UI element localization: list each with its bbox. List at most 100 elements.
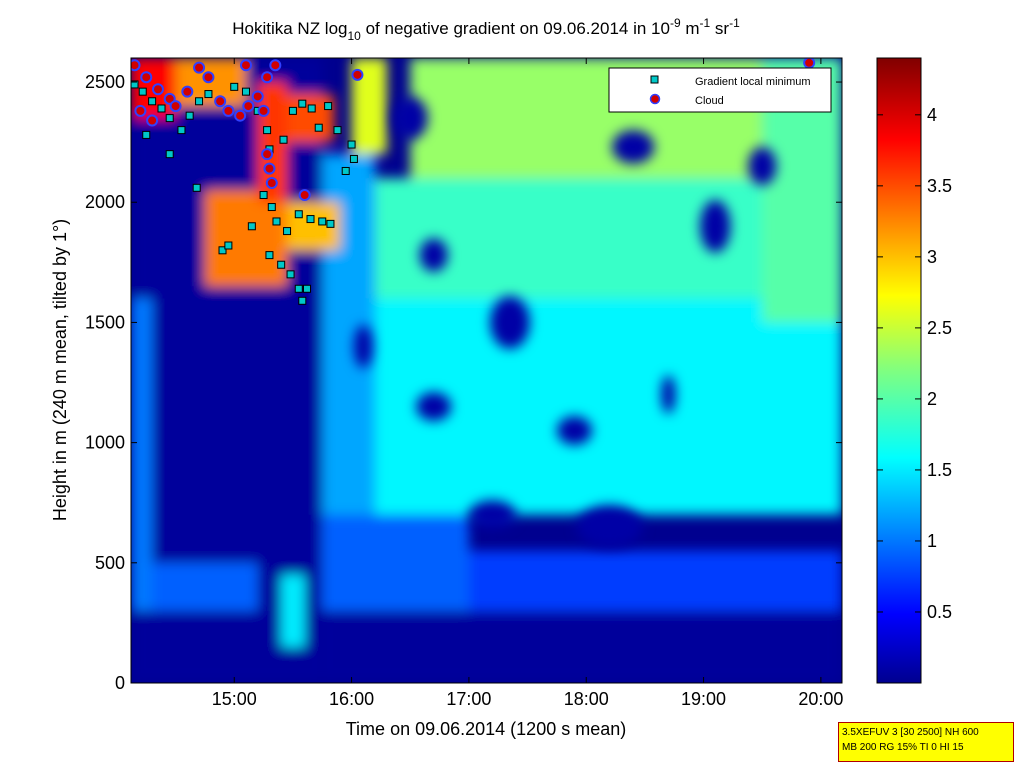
cloud-marker <box>134 104 147 117</box>
info-box: 3.5XEFUV 3 [30 2500] NH 600 MB 200 RG 15… <box>838 722 1014 762</box>
gradient-minimum-marker <box>230 82 239 91</box>
x-tick-label: 17:00 <box>446 689 491 709</box>
gradient-minimum-marker <box>306 215 315 224</box>
cloud-marker <box>234 109 247 122</box>
heatmap-low-patch <box>576 505 643 549</box>
gradient-minimum-marker <box>204 90 213 99</box>
x-axis-ticks: 15:00 16:00 17:00 18:00 19:00 20:00 <box>212 58 843 709</box>
gradient-minimum-marker <box>165 150 174 159</box>
heatmap-cell <box>468 550 842 611</box>
x-tick-label: 19:00 <box>681 689 726 709</box>
gradient-minimum-marker <box>177 126 186 135</box>
heatmap-low-patch <box>468 500 516 530</box>
colorbar <box>876 57 922 684</box>
gradient-minimum-marker <box>341 166 350 175</box>
legend-cloud-marker <box>649 93 661 105</box>
gradient-minimum-marker <box>286 270 295 279</box>
gradient-minimum-marker <box>302 284 311 293</box>
gradient-minimum-marker <box>326 219 335 228</box>
cloud-marker <box>140 71 153 84</box>
cloud-marker <box>242 100 255 113</box>
gradient-minimum-marker <box>138 87 147 96</box>
x-axis-label: Time on 09.06.2014 (1200 s mean) <box>346 719 627 739</box>
heatmap-low-patch <box>419 238 448 272</box>
cloud-marker <box>261 71 274 84</box>
cloud-marker <box>239 59 252 72</box>
x-tick-label: 16:00 <box>329 689 374 709</box>
cloud-marker <box>193 61 206 74</box>
gradient-minimum-marker <box>157 104 166 113</box>
gradient-minimum-marker <box>307 104 316 113</box>
y-tick-label: 1500 <box>85 312 125 332</box>
heatmap-cell <box>131 298 153 611</box>
heatmap-low-patch <box>490 295 530 349</box>
gradient-minimum-marker <box>277 260 286 269</box>
legend-cloud-label: Cloud <box>695 95 724 107</box>
heatmap-low-patch <box>416 392 452 421</box>
gradient-minimum-marker <box>294 284 303 293</box>
colorbar-tick-label: 1 <box>927 531 937 551</box>
legend-min-marker <box>650 75 659 84</box>
cloud-marker <box>131 59 141 72</box>
cloud-marker <box>261 148 274 161</box>
y-axis-ticks: 0 500 1000 1500 2000 2500 <box>85 72 842 693</box>
heatmap-low-patch <box>748 146 777 186</box>
cloud-marker <box>169 100 182 113</box>
gradient-minimum-marker <box>265 251 274 260</box>
legend: Gradient local minimum Cloud <box>608 67 832 113</box>
colorbar-tick-label: 1.5 <box>927 460 952 480</box>
heatmap-low-patches <box>353 96 777 549</box>
legend-box <box>608 67 832 113</box>
heatmap-cell <box>152 562 258 611</box>
cloud-marker <box>265 177 278 189</box>
cloud-marker <box>222 104 235 117</box>
heatmap-low-patch <box>612 130 655 164</box>
y-tick-label: 1000 <box>85 433 125 453</box>
heatmap-low-patch <box>353 324 373 369</box>
gradient-minimum-marker <box>185 111 194 120</box>
gradient-minimum-marker <box>195 97 204 106</box>
cloud-marker <box>351 68 364 81</box>
gradient-minimum-marker <box>279 135 288 144</box>
colorbar-ticks: 0.5 1 1.5 2 2.5 3 3.5 4 <box>877 105 952 622</box>
cloud-marker <box>298 189 311 202</box>
chart-title: Hokitika NZ log10 of negative gradient o… <box>232 16 740 43</box>
heatmap-cell <box>375 298 842 515</box>
cloud-marker <box>181 85 194 98</box>
gradient-minimum-marker <box>298 99 307 108</box>
cloud-markers <box>131 58 816 202</box>
colorbar-tick-label: 2 <box>927 389 937 409</box>
heatmap-low-patch <box>700 199 731 253</box>
gradient-minimum-marker <box>272 217 281 226</box>
plot-frame <box>130 57 843 684</box>
x-tick-label: 15:00 <box>212 689 257 709</box>
cloud-marker <box>214 95 227 108</box>
info-line-1: 3.5XEFUV 3 [30 2500] NH 600 <box>842 727 979 738</box>
heatmap-area <box>131 58 842 683</box>
gradient-minimum-marker <box>318 217 327 226</box>
info-line-2: MB 200 RG 15% TI 0 HI 15 <box>842 742 964 753</box>
gradient-minimum-marker <box>218 246 227 255</box>
gradient-minimum-marker <box>324 102 333 111</box>
cloud-marker <box>202 71 215 84</box>
colorbar-tick-label: 3.5 <box>927 176 952 196</box>
gradient-minimum-marker <box>142 130 151 139</box>
gradient-minimum-marker <box>298 296 307 305</box>
gradient-minimum-marker <box>349 154 358 163</box>
heatmap-low-patch <box>661 375 676 414</box>
legend-min-label: Gradient local minimum <box>695 76 811 88</box>
y-tick-label: 500 <box>95 553 125 573</box>
colorbar-tick-label: 3 <box>927 247 937 267</box>
heatmap-regions <box>131 58 842 683</box>
x-tick-label: 20:00 <box>798 689 843 709</box>
gradient-minimum-markers <box>131 80 358 305</box>
cloud-marker <box>269 59 282 72</box>
gradient-minimum-marker <box>314 123 323 132</box>
heatmap-low-patch <box>556 416 593 446</box>
gradient-minimum-marker <box>247 222 256 231</box>
heatmap-cell <box>322 514 469 611</box>
gradient-minimum-marker <box>347 140 356 149</box>
gradient-minimum-marker <box>259 191 268 200</box>
heatmap-cell <box>287 94 334 143</box>
